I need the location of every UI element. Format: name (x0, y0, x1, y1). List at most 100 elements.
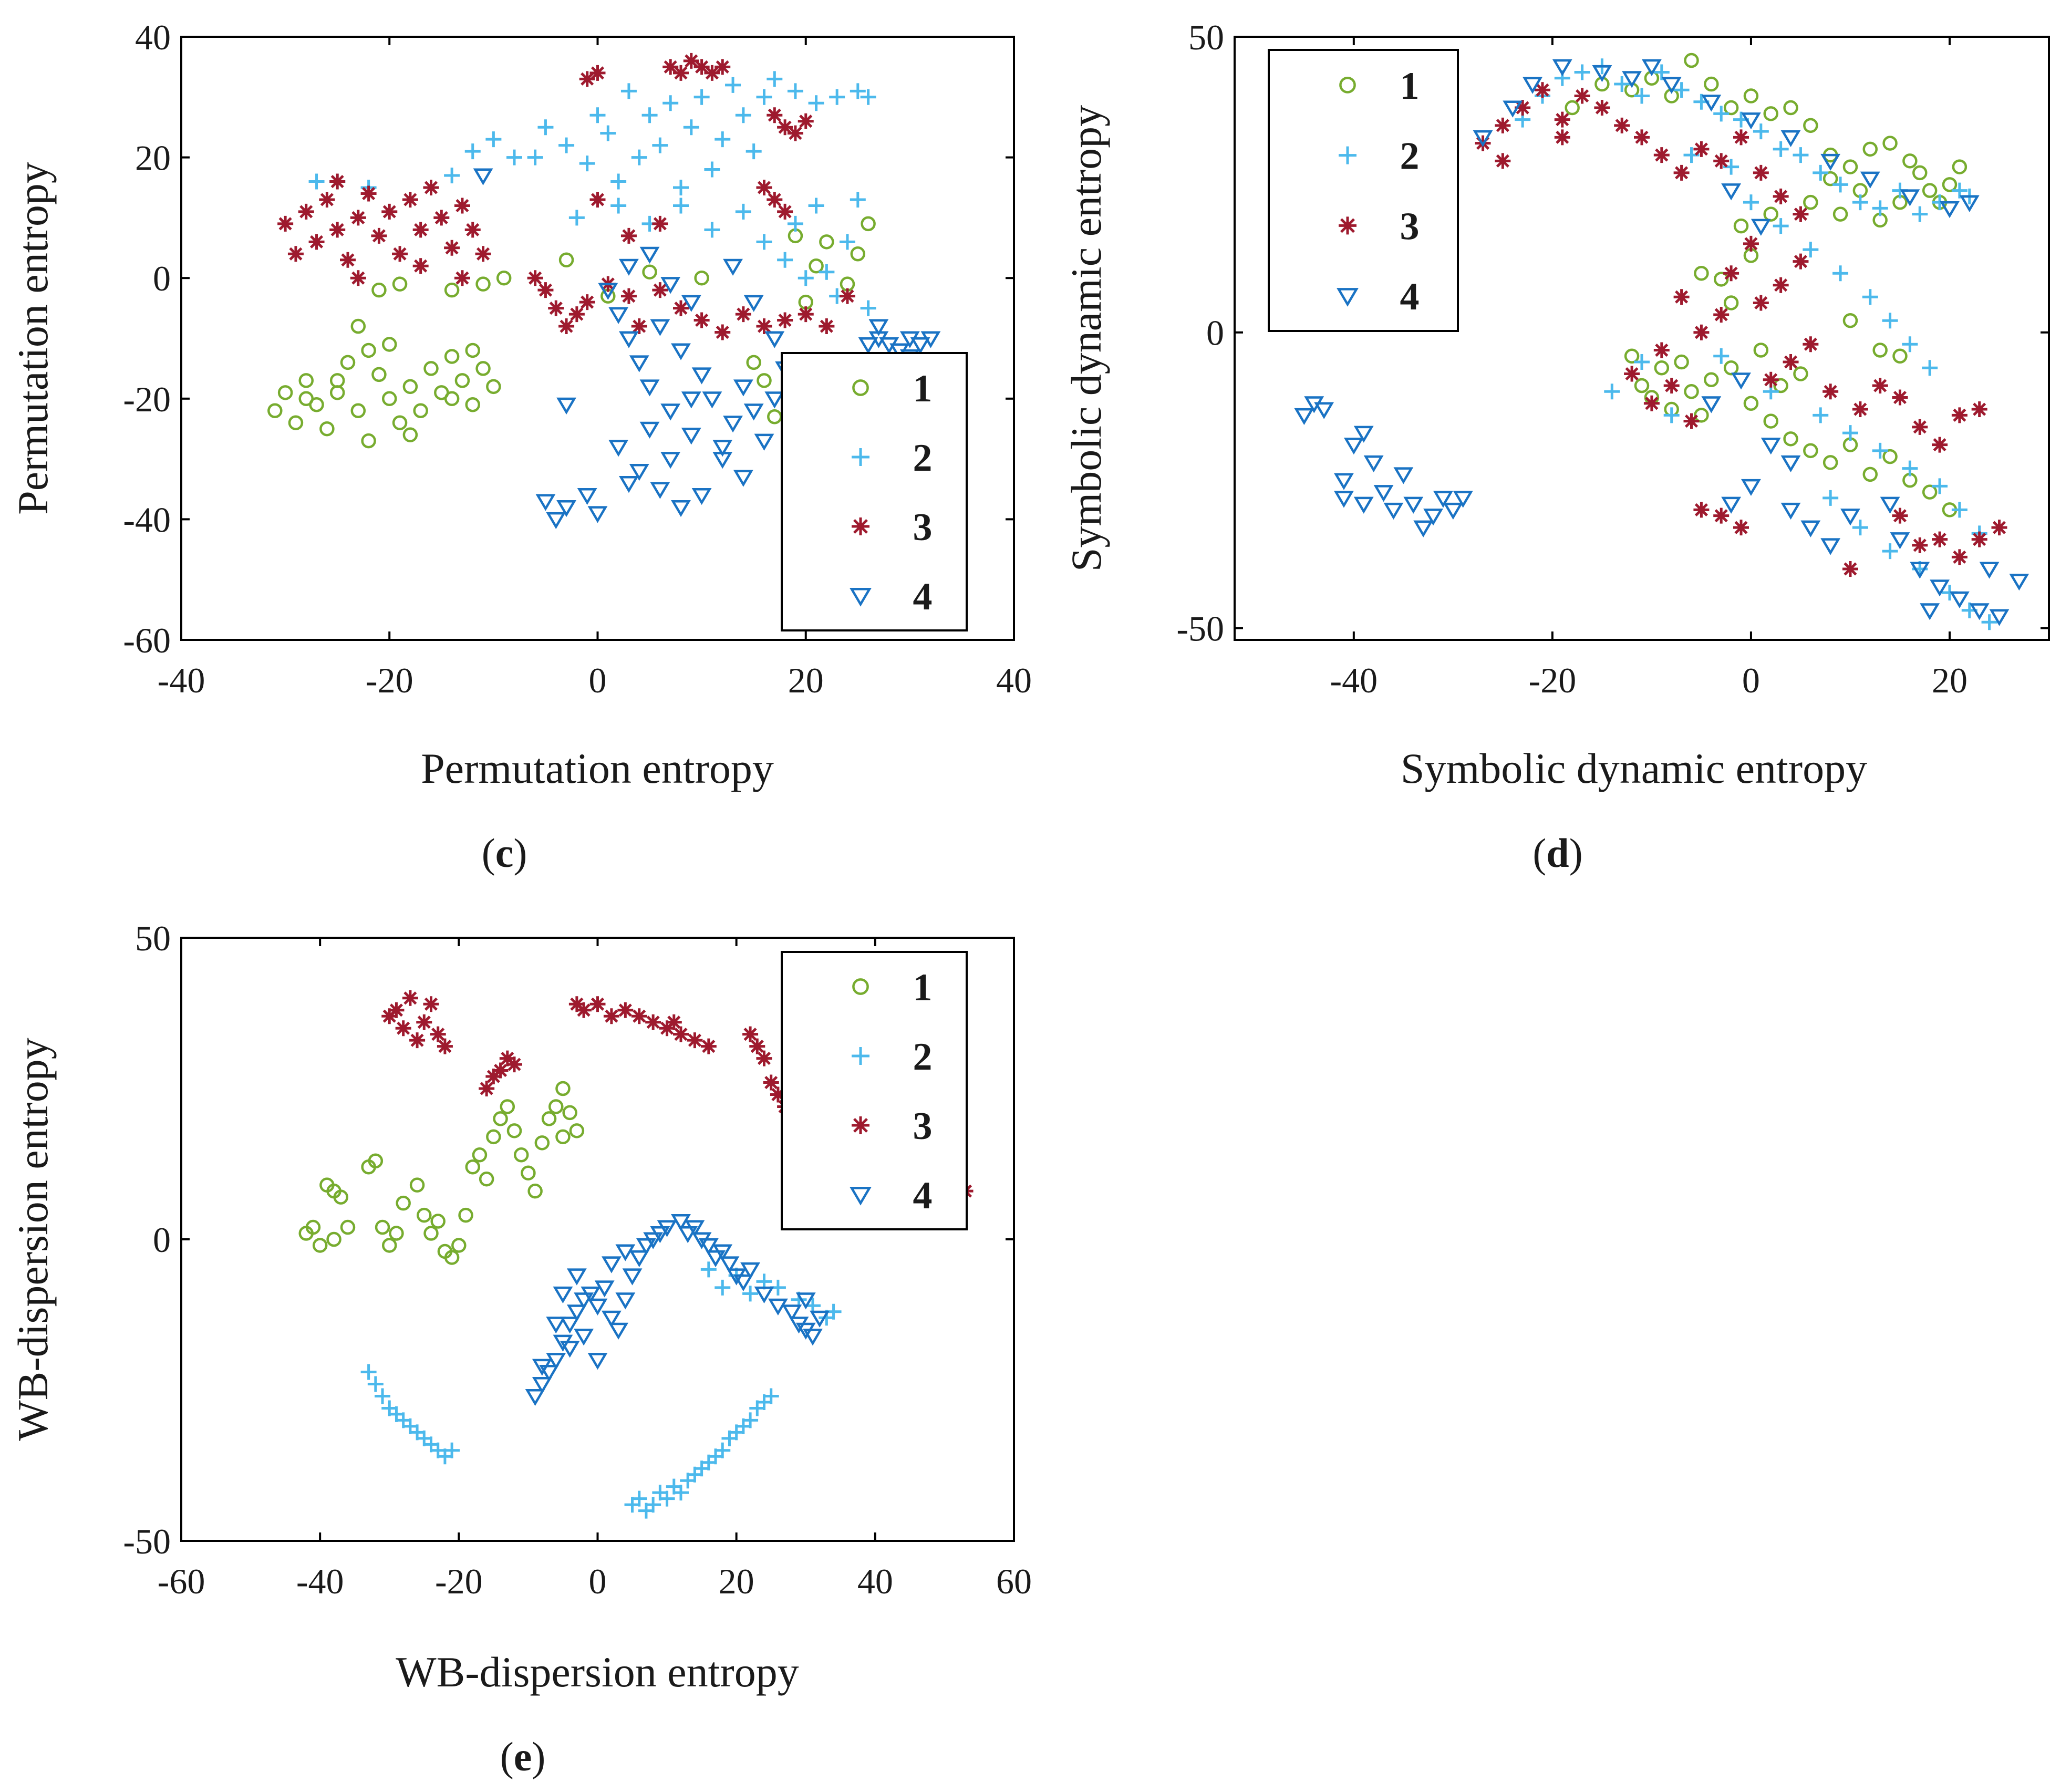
data-point-series-3 (475, 246, 491, 262)
data-point-series-2 (537, 119, 554, 136)
legend-box (781, 352, 968, 631)
data-point-series-4 (1820, 153, 1841, 171)
data-point-series-1 (1783, 100, 1798, 116)
data-point-series-1 (496, 270, 512, 286)
data-point-series-2 (375, 1388, 391, 1404)
data-point-series-4 (803, 1329, 823, 1346)
data-point-series-4 (712, 440, 733, 457)
data-point-series-1 (819, 234, 834, 250)
data-point-series-4 (1701, 95, 1722, 112)
data-point-series-1 (493, 1111, 508, 1126)
data-point-series-2 (610, 173, 627, 190)
data-point-series-4 (782, 1304, 802, 1322)
data-point-series-3 (1932, 531, 1948, 547)
data-point-series-4 (1930, 579, 1950, 597)
data-point-series-3 (381, 1008, 398, 1024)
legend-d: 1 2 3 4 (1268, 49, 1459, 332)
data-point-series-4 (574, 1292, 594, 1310)
data-point-series-2 (659, 1490, 675, 1507)
data-point-series-4 (1741, 479, 1761, 496)
data-point-series-2 (798, 270, 814, 286)
y-tick-label: -60 (123, 620, 171, 660)
data-point-series-2 (631, 1490, 647, 1507)
data-point-series-1 (465, 397, 480, 412)
data-point-series-1 (555, 1129, 571, 1145)
data-point-series-3 (673, 300, 689, 316)
data-point-series-1 (329, 373, 345, 388)
data-point-series-3 (298, 203, 314, 220)
data-point-series-4 (920, 331, 941, 348)
data-point-series-4 (560, 1317, 580, 1334)
data-point-series-4 (1353, 496, 1374, 514)
data-point-series-4 (1314, 402, 1334, 419)
data-point-series-2 (1673, 82, 1690, 98)
data-point-series-3 (1823, 384, 1839, 400)
data-point-series-4 (587, 1353, 608, 1370)
data-point-series-2 (589, 107, 606, 123)
data-point-series-1 (444, 1250, 460, 1265)
data-point-series-1 (1952, 159, 1968, 174)
y-axis-label-c: Permutation entropy (9, 162, 57, 515)
data-point-series-3 (673, 65, 689, 81)
data-point-series-3 (1693, 324, 1710, 340)
axis-ticks-e: -60 -40 -20 0 20 40 60 -50 0 50 (123, 918, 1032, 1601)
data-point-series-1 (1832, 206, 1848, 222)
data-point-series-3 (350, 270, 366, 286)
legend-marker-1 (852, 978, 869, 995)
data-point-series-3 (1574, 88, 1590, 104)
data-point-series-3 (777, 203, 793, 220)
data-point-series-2 (1951, 502, 1968, 518)
scatter-points-d (1294, 53, 2029, 630)
data-point-series-2 (742, 1412, 759, 1428)
data-point-series-2 (735, 203, 751, 220)
data-point-series-4 (566, 1304, 587, 1322)
legend-marker-3 (852, 517, 869, 535)
legend-label-3: 3 (913, 1105, 933, 1148)
data-point-series-2 (745, 143, 762, 160)
data-point-series-1 (1872, 343, 1888, 358)
data-point-series-1 (305, 1219, 321, 1235)
data-point-series-1 (541, 1111, 557, 1126)
data-point-series-2 (631, 149, 647, 165)
data-point-series-4 (1413, 520, 1434, 537)
data-point-series-3 (631, 318, 647, 335)
data-point-series-4 (660, 277, 681, 294)
data-point-series-1 (1942, 177, 1958, 192)
data-point-series-1 (375, 1219, 390, 1235)
data-point-series-4 (532, 1359, 552, 1376)
data-point-series-1 (1733, 218, 1749, 234)
data-point-series-3 (579, 71, 595, 87)
data-point-series-3 (1624, 366, 1640, 382)
data-point-series-1 (475, 361, 491, 376)
y-tick-label: 0 (153, 1220, 171, 1260)
data-point-series-1 (277, 385, 293, 400)
data-point-series-3 (1673, 164, 1690, 181)
data-point-series-2 (1951, 182, 1968, 199)
data-point-series-4 (619, 476, 639, 493)
data-point-series-3 (1991, 520, 2007, 536)
data-point-series-1 (861, 216, 876, 232)
data-point-series-1 (475, 276, 491, 292)
data-point-series-2 (506, 149, 522, 165)
data-point-series-3 (693, 59, 710, 75)
data-point-series-2 (1813, 407, 1829, 423)
data-point-series-3 (506, 1056, 522, 1073)
scatter-points-c (267, 53, 941, 530)
data-point-series-2 (1912, 206, 1928, 222)
legend-label-4: 4 (1400, 275, 1420, 318)
plot-area-d (1234, 36, 2050, 641)
legend-box (781, 951, 968, 1230)
data-point-series-4 (671, 1214, 691, 1231)
data-point-series-4 (1473, 130, 1493, 148)
legend-label-2: 2 (913, 437, 933, 480)
data-point-series-3 (412, 222, 429, 238)
data-point-series-4 (546, 512, 566, 530)
data-point-series-4 (706, 1250, 726, 1268)
data-point-series-1 (746, 355, 761, 370)
data-point-series-4 (650, 319, 670, 336)
data-point-series-2 (756, 89, 772, 105)
data-point-series-2 (558, 137, 575, 153)
data-point-series-3 (568, 996, 585, 1012)
